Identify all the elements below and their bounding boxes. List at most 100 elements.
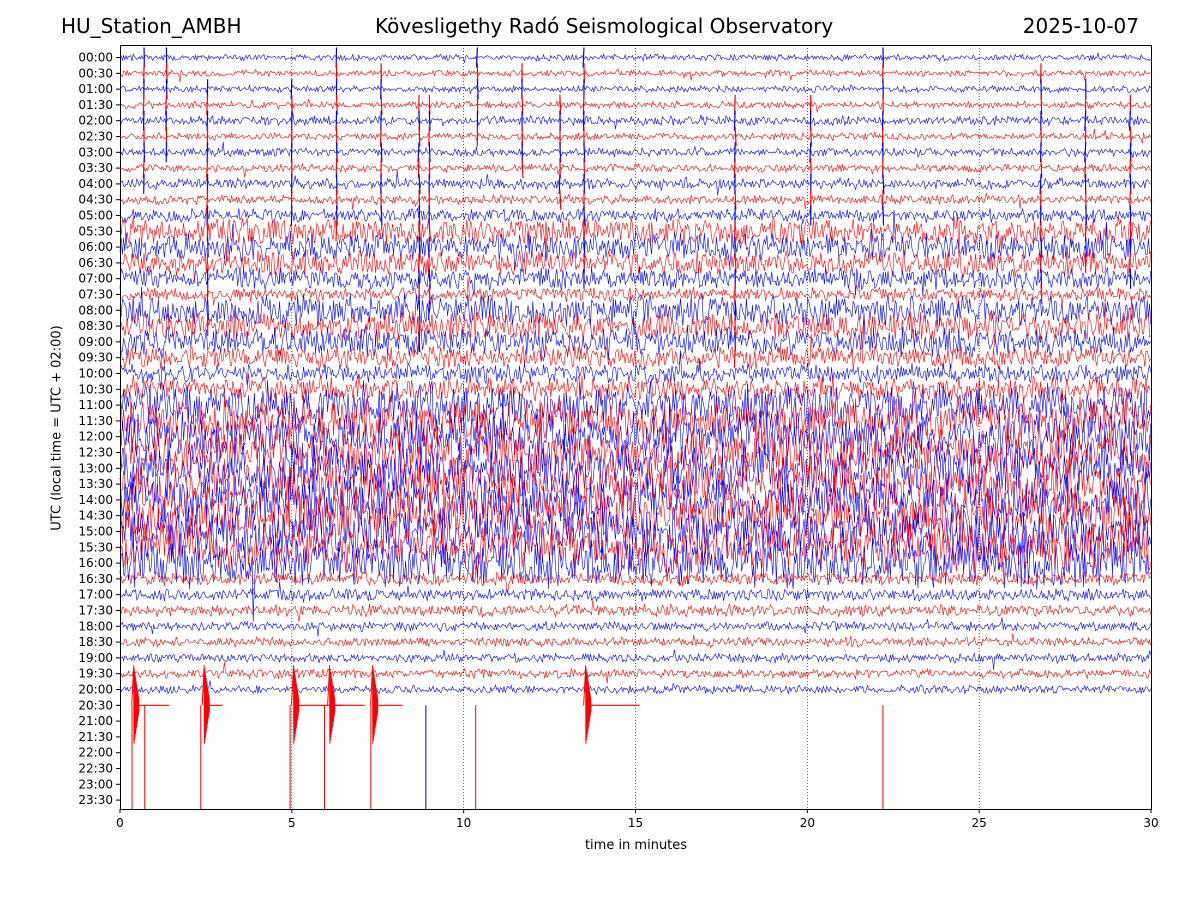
event-spike (206, 94, 209, 115)
y-tick-label: 12:30 (78, 446, 113, 460)
event-spike (206, 189, 209, 210)
event-spike (428, 142, 431, 163)
quake-waveform (370, 665, 379, 744)
event-spike (475, 47, 479, 68)
event-spike (417, 142, 420, 163)
y-tick-label: 13:00 (78, 461, 113, 475)
y-tick-label: 09:30 (78, 351, 113, 365)
event-spike (882, 205, 885, 226)
y-tick-label: 21:30 (78, 730, 113, 744)
y-tick-label: 01:30 (78, 98, 113, 112)
event-spike (207, 300, 210, 321)
x-tick-label: 0 (116, 816, 124, 830)
event-spike (335, 94, 338, 115)
event-spike (1128, 252, 1131, 273)
y-tick-label: 04:00 (78, 177, 113, 191)
y-tick-label: 03:00 (78, 145, 113, 159)
event-spike (379, 126, 382, 147)
y-tick-label: 11:00 (78, 398, 113, 412)
y-tick-label: 22:30 (78, 762, 113, 776)
y-tick-label: 17:30 (78, 604, 113, 618)
y-tick-label: 05:30 (78, 224, 113, 238)
event-spike (206, 252, 209, 273)
quake-waveform (201, 665, 210, 744)
event-spike (428, 300, 430, 321)
y-tick-label: 23:00 (78, 777, 113, 791)
event-spike (428, 221, 431, 242)
event-spike (476, 79, 479, 100)
x-tick-label: 20 (800, 816, 815, 830)
y-tick-label: 09:00 (78, 335, 113, 349)
event-spike (559, 94, 562, 115)
y-tick-label: 06:00 (78, 240, 113, 254)
x-tick-label: 30 (1143, 816, 1158, 830)
y-tick-label: 04:30 (78, 193, 113, 207)
event-spike (380, 94, 383, 115)
event-spike (734, 126, 737, 147)
event-spike (882, 173, 885, 194)
trace-line (119, 84, 1152, 94)
event-spike (734, 252, 737, 273)
trace-line (119, 277, 1152, 311)
y-tick-label: 17:00 (78, 588, 113, 602)
y-tick-label: 11:30 (78, 414, 113, 428)
trace-line (119, 649, 1152, 670)
y-tick-label: 08:00 (78, 303, 113, 317)
y-tick-label: 02:30 (78, 130, 113, 144)
y-tick-label: 22:00 (78, 746, 113, 760)
y-tick-label: 19:30 (78, 667, 113, 681)
x-tick-label: 10 (456, 816, 471, 830)
trace-line (119, 395, 1152, 457)
event-spike (417, 158, 420, 179)
date-title: 2025-10-07 (1022, 14, 1139, 38)
x-tick-label: 25 (972, 816, 987, 830)
y-tick-label: 06:30 (78, 256, 113, 270)
event-spike (1085, 205, 1088, 226)
y-tick-label: 05:00 (78, 209, 113, 223)
seismic-traces (119, 47, 1152, 809)
y-tick-label: 15:30 (78, 540, 113, 554)
y-tick-label: 18:00 (78, 619, 113, 633)
y-tick-label: 13:30 (78, 477, 113, 491)
x-axis-label: time in minutes (584, 838, 688, 853)
y-tick-label: 16:30 (78, 572, 113, 586)
event-spike (1040, 237, 1043, 258)
event-spike (583, 142, 586, 163)
quake-waveform (131, 665, 140, 744)
y-tick-label: 16:00 (78, 556, 113, 570)
y-axis-label: UTC (local time = UTC + 02:00) (49, 325, 65, 531)
y-tick-label: 14:00 (78, 493, 113, 507)
y-tick-label: 10:00 (78, 367, 113, 381)
quake-waveform (583, 665, 592, 744)
event-spike (1084, 158, 1087, 179)
event-spike (733, 347, 736, 368)
y-tick-label: 00:00 (78, 51, 113, 65)
trace-line (119, 373, 1151, 405)
y-tick-label: 03:30 (78, 161, 113, 175)
y-tick-label: 10:30 (78, 382, 113, 396)
event-spike (559, 142, 562, 163)
event-spike (733, 110, 736, 131)
y-tick-label: 07:30 (78, 288, 113, 302)
event-spike (733, 221, 736, 242)
quake-waveform (327, 665, 336, 744)
y-tick-label: 02:00 (78, 114, 113, 128)
event-spike (418, 173, 421, 194)
event-spike (428, 110, 431, 131)
y-tick-label: 20:30 (78, 698, 113, 712)
event-spike (1084, 110, 1087, 131)
plot-frame (120, 45, 1152, 810)
trace-line (119, 286, 1152, 346)
quake-waveform (291, 665, 300, 744)
event-spike (1128, 110, 1131, 131)
y-tick-label: 23:30 (78, 793, 113, 807)
event-spike (427, 252, 430, 273)
event-spike (582, 47, 585, 68)
y-tick-label: 20:00 (78, 683, 113, 697)
event-spike (521, 158, 524, 179)
event-spike (418, 126, 421, 147)
event-spike (165, 94, 167, 115)
event-spike (418, 300, 421, 321)
